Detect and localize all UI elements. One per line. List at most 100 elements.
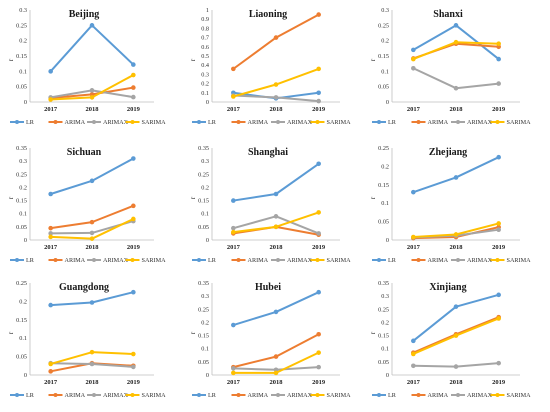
data-point-lr [89,23,95,28]
legend-entry-arimax: ARIMAX [271,257,313,264]
y-tick-label: 0.8 [201,25,209,32]
legend-swatch-marker [456,258,460,262]
y-axis-label: r [7,331,15,334]
legend-label: LR [26,392,35,399]
y-tick-label: 0.5 [201,53,209,60]
x-tick-label: 2017 [227,244,241,251]
y-tick-label: 0.6 [201,44,209,51]
y-tick-label: 0.35 [16,145,27,152]
data-point-arima [316,331,321,337]
legend-swatch-marker [416,120,421,124]
y-tick-label: 0.05 [378,359,389,366]
legend-label: SARIMA [142,257,167,264]
y-tick-label: 0.3 [19,7,27,14]
x-tick-label: 2019 [127,379,141,386]
legend-label: LR [208,257,217,264]
chart-title: Shanxi [433,9,463,20]
legend-swatch-marker [276,120,280,124]
series-line-arimax [412,67,499,90]
data-point-arimax [453,85,459,91]
data-point-sarima [411,56,416,62]
data-point-sarima [273,370,279,376]
legend-label: ARIMA [65,119,86,126]
y-tick-label: 0 [206,237,209,244]
y-tick-label: 0 [386,99,389,106]
y-axis-label: r [7,58,15,61]
data-point-arimax [89,88,95,93]
chart-panel-xinjiang: Xinjiang r 0 0.05 0.1 0.15 0.2 0.25 0.3 0.35 2017 2… [369,280,531,399]
legend-swatch-marker [197,120,201,124]
data-point-lr [273,191,279,197]
data-point-sarima [316,66,321,72]
data-point-lr [496,154,501,160]
legend-label: ARIMAX [103,257,129,264]
legend-label: SARIMA [142,119,167,126]
y-axis-label: r [369,331,377,334]
data-point-lr [496,292,501,298]
data-point-arimax [89,361,95,367]
legend-entry-sarima: SARIMA [490,392,531,399]
y-tick-label: 0.2 [201,319,209,326]
y-tick-label: 0.25 [16,22,27,29]
y-tick-label: 0.35 [198,280,209,287]
data-point-lr [411,338,416,344]
data-point-sarima [496,221,501,226]
legend-swatch-marker [416,393,421,397]
y-tick-label: 0.15 [378,53,389,60]
legend-swatch-marker [53,258,58,262]
series-line-arima [232,13,320,70]
legend-entry-arima: ARIMA [48,257,86,264]
legend-entry-arima: ARIMA [411,392,449,399]
legend-swatch-marker [236,393,241,397]
legend-label: ARIMA [248,119,269,126]
legend-entry-arimax: ARIMAX [451,119,493,126]
data-point-sarima [453,39,459,45]
legend-swatch-marker [53,120,58,124]
data-point-arima [131,203,136,209]
chart-title: Shanghai [248,147,288,158]
data-point-lr [89,300,95,305]
data-point-arimax [316,98,321,104]
legend-swatch-marker [495,258,500,262]
series-line-arima [233,333,320,369]
data-point-lr [48,302,53,308]
y-tick-label: 0 [206,372,209,379]
legend-swatch-marker [236,120,241,124]
data-point-arimax [411,65,416,71]
y-tick-label: 0.25 [378,306,389,313]
data-point-arima [273,354,279,359]
y-tick-label: 0.1 [201,346,209,353]
legend-entry-lr: LR [372,119,397,126]
chart-title: Liaoning [249,9,287,20]
data-point-sarima [89,349,95,355]
data-point-arimax [316,364,321,370]
data-point-arimax [131,364,136,370]
y-tick-label: 0.15 [16,53,27,60]
data-point-lr [316,289,321,295]
legend-label: ARIMA [428,257,449,264]
legend-entry-arimax: ARIMAX [451,392,493,399]
y-tick-label: 0.25 [198,171,209,178]
data-point-sarima [316,210,321,215]
data-point-sarima [316,350,321,355]
data-point-lr [273,309,279,315]
chart-panel-zhejiang: Zhejiang r 0 0.05 0.1 0.15 0.2 0.25 2017 2018 2019… [369,145,531,264]
y-tick-label: 0.1 [201,90,209,97]
legend-entry-lr: LR [192,119,217,126]
legend-swatch-marker [495,393,500,397]
data-point-arimax [231,366,236,371]
y-tick-label: 0 [24,99,27,106]
series-line-lr [413,156,500,194]
y-tick-label: 0.05 [378,219,389,226]
y-tick-label: 0.9 [201,16,209,23]
legend-swatch-marker [377,120,381,124]
x-tick-label: 2017 [44,244,58,251]
data-point-arimax [231,225,236,231]
chart-panel-shanghai: Shanghai r 0 0.05 0.1 0.15 0.2 0.25 0.3 0.35 2017 2… [189,145,351,264]
legend-entry-lr: LR [372,392,397,399]
legend-swatch-marker [92,393,96,397]
y-tick-label: 0.15 [198,333,209,340]
legend-label: SARIMA [327,119,352,126]
data-point-lr [411,47,416,53]
